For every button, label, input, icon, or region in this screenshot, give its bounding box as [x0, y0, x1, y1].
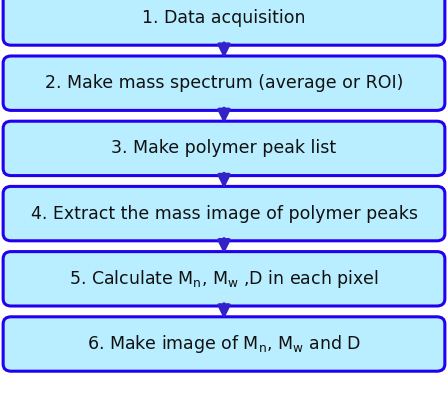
Text: 2. Make mass spectrum (average or ROI): 2. Make mass spectrum (average or ROI) — [45, 74, 403, 92]
Text: 4. Extract the mass image of polymer peaks: 4. Extract the mass image of polymer pea… — [30, 205, 418, 222]
Text: 3. Make polymer peak list: 3. Make polymer peak list — [112, 139, 336, 157]
FancyBboxPatch shape — [3, 56, 445, 110]
FancyBboxPatch shape — [3, 186, 445, 241]
FancyBboxPatch shape — [3, 0, 445, 45]
Text: 6. Make image of $\mathregular{M_n}$, $\mathregular{M_w}$ and D: 6. Make image of $\mathregular{M_n}$, $\… — [87, 333, 361, 355]
FancyBboxPatch shape — [3, 317, 445, 371]
FancyBboxPatch shape — [3, 121, 445, 176]
Text: 1. Data acquisition: 1. Data acquisition — [142, 9, 306, 27]
FancyBboxPatch shape — [3, 252, 445, 306]
Text: 5. Calculate $\mathregular{M_n}$, $\mathregular{M_w}$ ,D in each pixel: 5. Calculate $\mathregular{M_n}$, $\math… — [69, 268, 379, 290]
